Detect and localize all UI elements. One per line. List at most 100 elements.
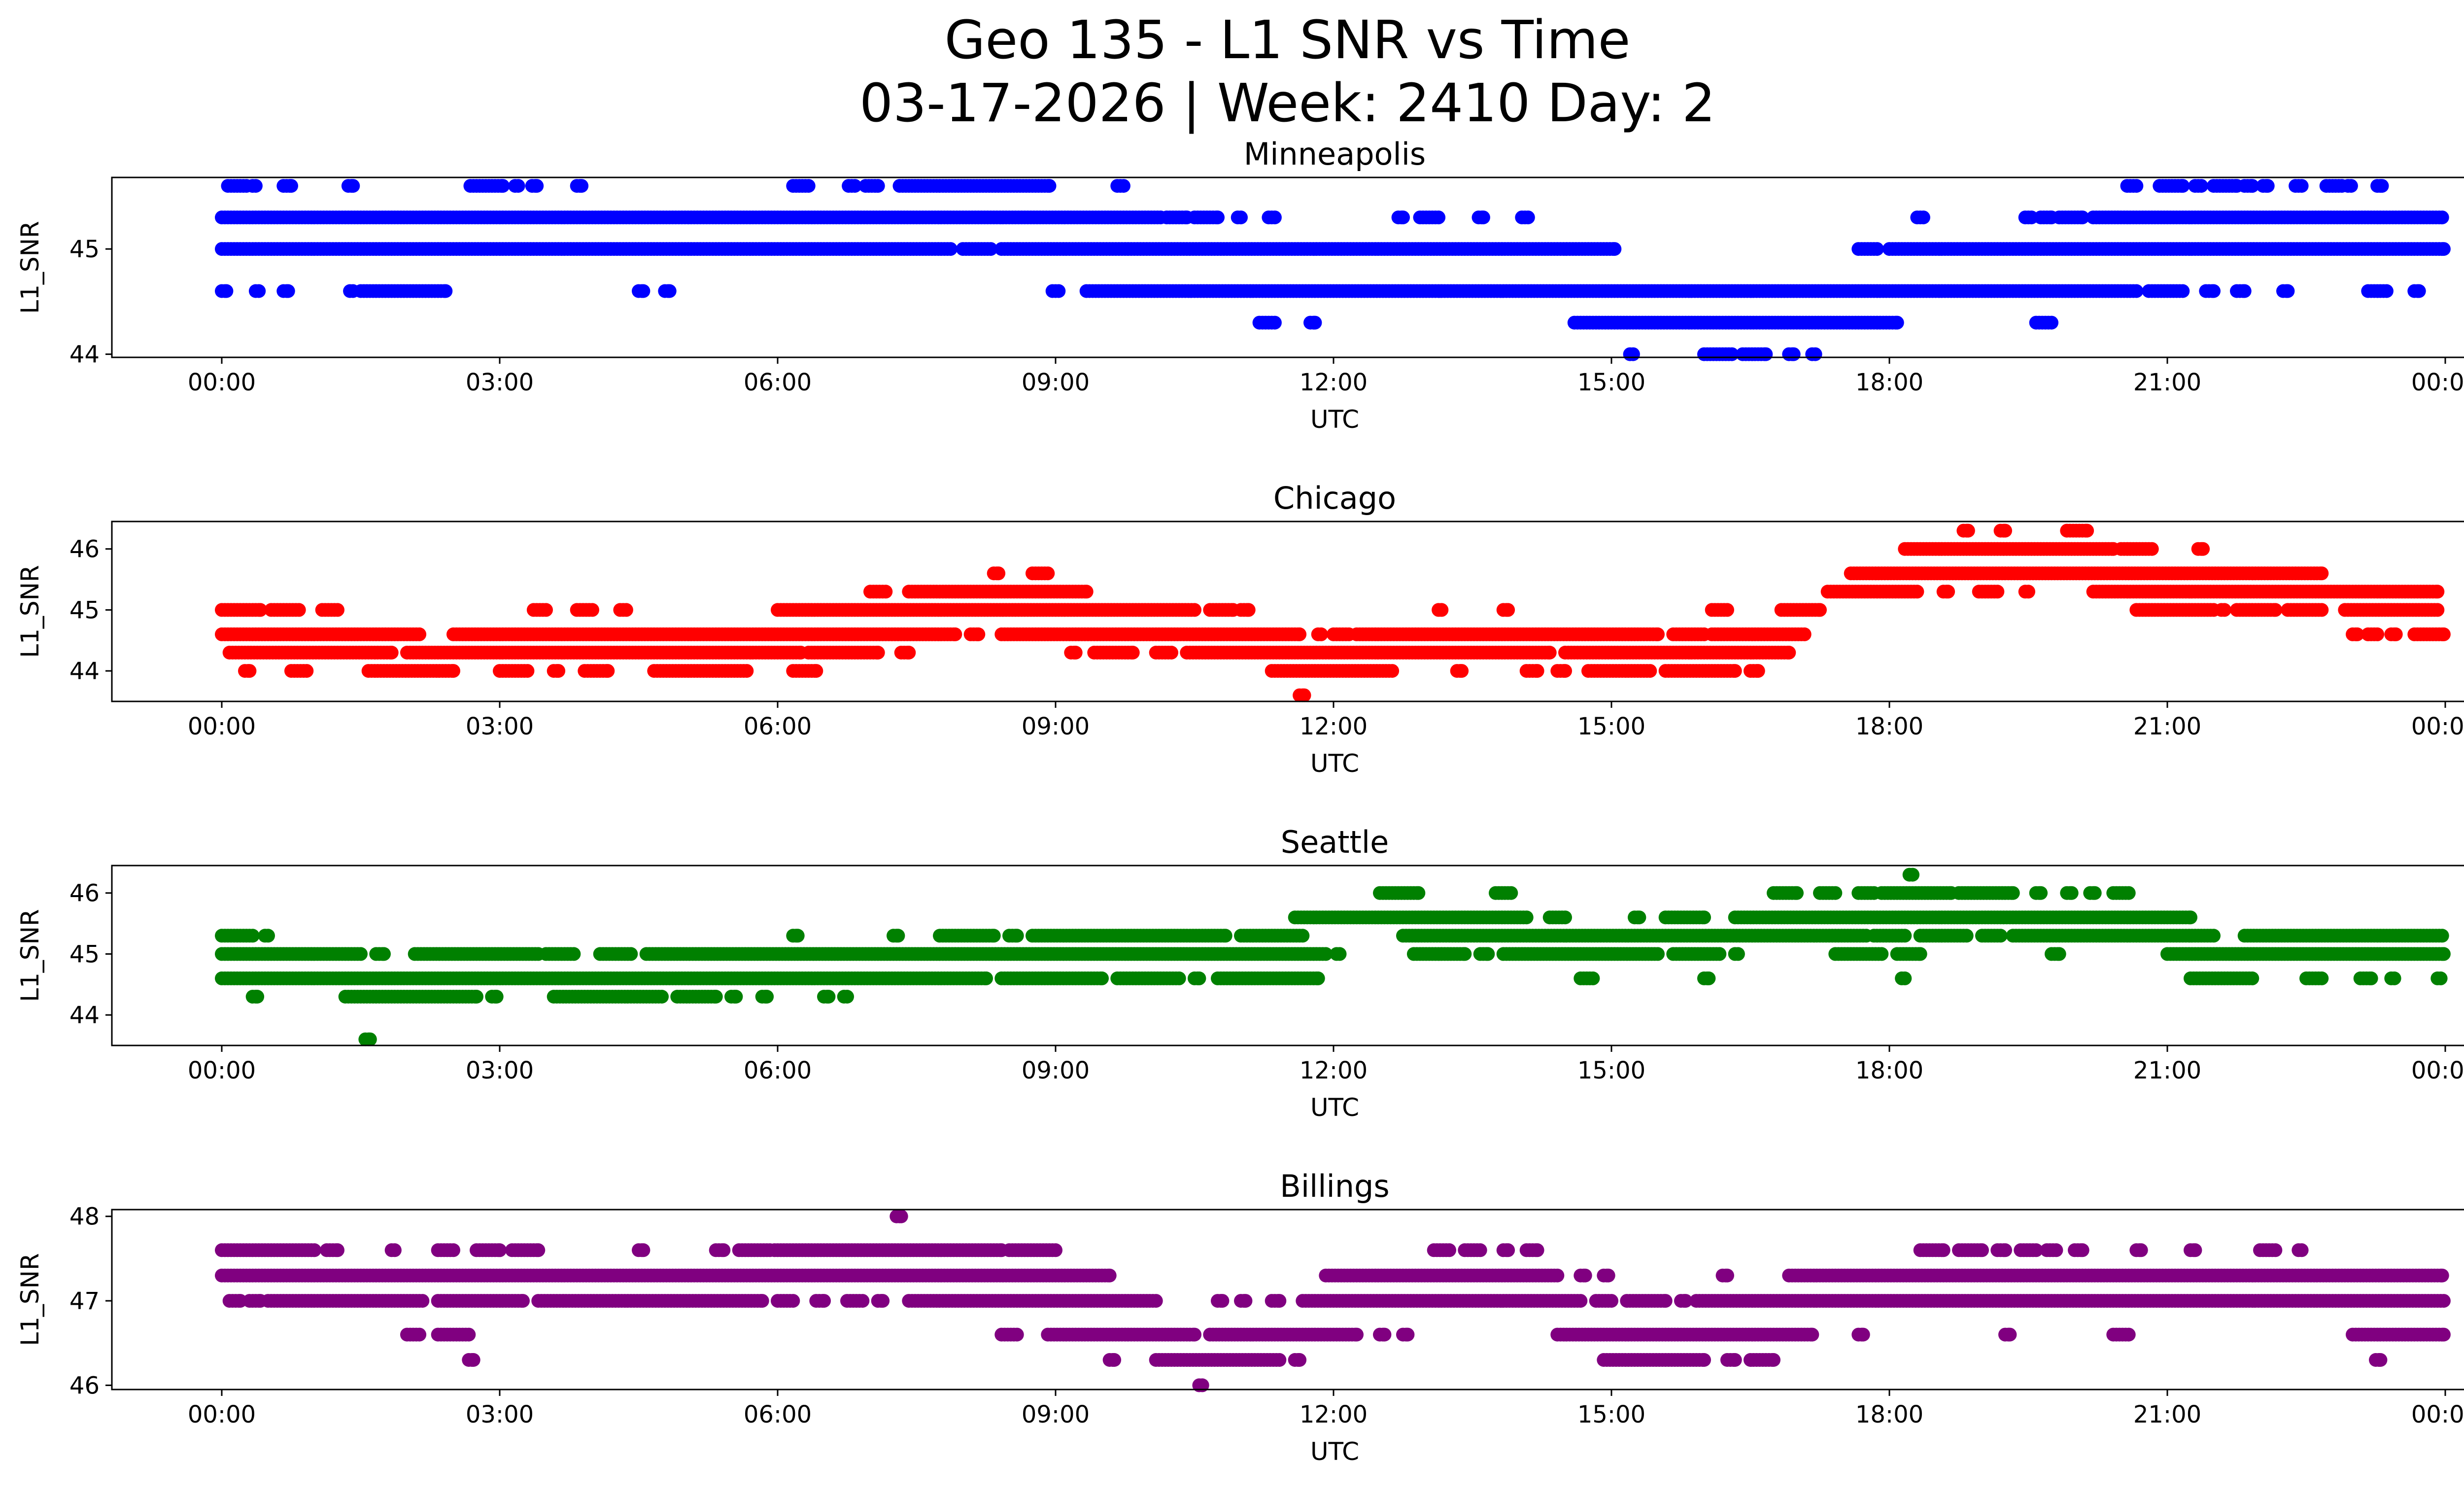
- data-point: [1790, 886, 1804, 900]
- data-point: [1990, 585, 2005, 599]
- data-point: [2436, 627, 2451, 641]
- data-point: [801, 179, 816, 193]
- data-point: [2034, 886, 2048, 900]
- x-tick-label: 00:00: [188, 713, 256, 740]
- data-point: [2129, 179, 2144, 193]
- data-point: [1542, 646, 1557, 660]
- data-point: [1651, 627, 1665, 641]
- y-tick-label: 46: [69, 536, 100, 563]
- y-axis-label: L1_SNR: [16, 565, 44, 658]
- data-point: [1297, 688, 1311, 702]
- data-point: [2412, 284, 2426, 298]
- data-point: [809, 664, 823, 678]
- data-point: [261, 929, 275, 943]
- data-point: [1042, 179, 1057, 193]
- data-point: [245, 929, 260, 943]
- data-point: [2344, 179, 2358, 193]
- data-point: [1079, 585, 1094, 599]
- y-tick-label: 45: [69, 596, 100, 624]
- x-axis-label: UTC: [1310, 405, 1359, 434]
- data-point: [1267, 315, 1282, 330]
- data-point: [2196, 542, 2210, 556]
- data-point: [740, 664, 754, 678]
- data-point: [1519, 910, 1534, 925]
- data-point: [252, 284, 266, 298]
- data-point: [1308, 315, 1322, 330]
- data-point: [1751, 664, 1765, 678]
- data-point: [1432, 210, 1446, 225]
- data-point: [1797, 627, 1812, 641]
- data-point: [1333, 947, 1347, 961]
- data-point: [2315, 566, 2329, 581]
- data-point: [984, 242, 998, 256]
- data-point: [2260, 179, 2275, 193]
- data-point: [331, 603, 344, 617]
- data-point: [943, 242, 958, 256]
- x-tick-label: 00:00: [2411, 713, 2464, 740]
- data-point: [1697, 910, 1711, 925]
- data-point: [1116, 179, 1130, 193]
- data-point: [1910, 585, 1924, 599]
- x-tick-label: 06:00: [744, 369, 812, 396]
- data-point: [2080, 523, 2094, 538]
- data-point: [1218, 929, 1232, 943]
- data-point: [292, 603, 306, 617]
- data-points-chicago: [215, 523, 2451, 702]
- data-point: [971, 627, 986, 641]
- data-point: [575, 179, 589, 193]
- data-point: [2064, 886, 2079, 900]
- data-point: [1296, 929, 1310, 943]
- y-axis-label: L1_SNR: [16, 221, 44, 314]
- data-point: [300, 664, 314, 678]
- data-point: [1504, 886, 1518, 900]
- data-point: [248, 179, 263, 193]
- data-point: [1728, 664, 1742, 678]
- x-tick-label: 00:00: [2411, 369, 2464, 396]
- data-point: [1211, 210, 1225, 225]
- data-point: [902, 646, 916, 660]
- data-point: [1998, 523, 2012, 538]
- x-tick-label: 09:00: [1022, 369, 1090, 396]
- data-point: [2207, 929, 2221, 943]
- data-point: [412, 627, 427, 641]
- data-point: [530, 179, 544, 193]
- data-point: [1916, 210, 1930, 225]
- data-point: [1961, 523, 1975, 538]
- data-point: [662, 284, 677, 298]
- data-point: [242, 664, 257, 678]
- data-point: [1481, 947, 1495, 961]
- data-point: [1558, 910, 1572, 925]
- data-point: [1010, 929, 1024, 943]
- x-tick-label: 21:00: [2133, 369, 2201, 396]
- y-tick-label: 44: [69, 658, 100, 685]
- data-point: [891, 929, 905, 943]
- data-point: [1720, 603, 1734, 617]
- figure-title-line-2: 03-17-2026 | Week: 2410 Day: 2: [859, 73, 1716, 134]
- data-point: [1828, 886, 1843, 900]
- data-point: [2006, 886, 2020, 900]
- data-point: [346, 179, 360, 193]
- y-tick-label: 45: [69, 236, 100, 263]
- data-point: [384, 646, 399, 660]
- data-point: [1385, 664, 1400, 678]
- data-point: [2194, 179, 2208, 193]
- data-point: [1786, 347, 1801, 361]
- data-point: [2045, 315, 2058, 330]
- data-point: [567, 947, 581, 961]
- x-tick-label: 15:00: [1577, 713, 1645, 740]
- x-tick-label: 06:00: [744, 713, 812, 740]
- data-point: [2176, 179, 2190, 193]
- data-point: [1126, 646, 1140, 660]
- x-tick-label: 00:00: [188, 369, 256, 396]
- figure-title-line-1: Geo 135 - L1 SNR vs Time: [944, 10, 1631, 71]
- data-point: [1521, 210, 1535, 225]
- x-tick-label: 21:00: [2133, 713, 2201, 740]
- data-point: [871, 646, 885, 660]
- data-point: [1608, 242, 1622, 256]
- data-point: [2430, 585, 2445, 599]
- data-point: [871, 179, 885, 193]
- data-point: [1476, 210, 1490, 225]
- data-point: [2237, 284, 2252, 298]
- data-point: [2430, 603, 2445, 617]
